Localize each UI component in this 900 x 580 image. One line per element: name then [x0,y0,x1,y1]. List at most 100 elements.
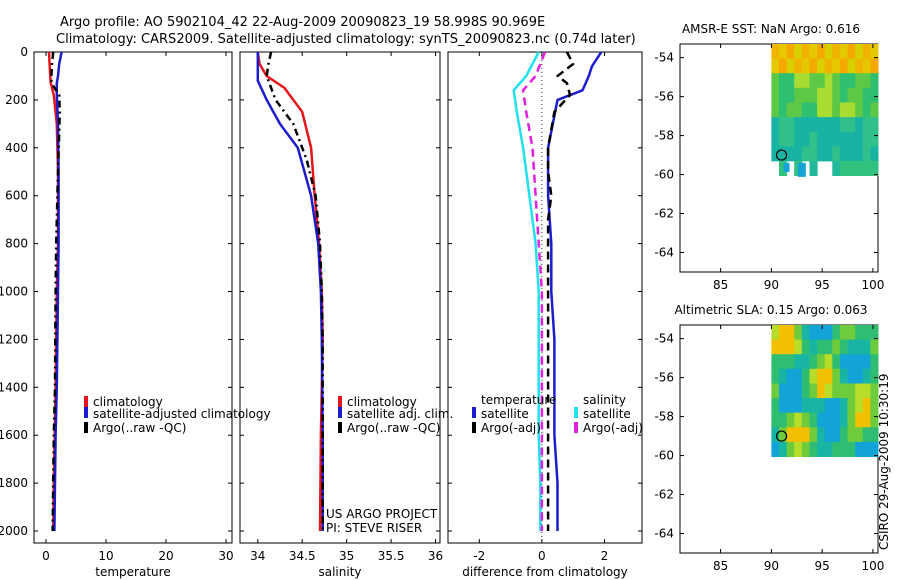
heatmap-cell [779,398,788,414]
x-tick-label: 34 [250,549,265,563]
salinity-panel: 34 34.5 35 35.5 36 salinity [239,51,443,579]
heatmap-cell [786,412,795,428]
x-axis-label: difference from climatology [462,565,628,579]
heatmap-cell [839,412,848,428]
heatmap-cell [839,368,848,384]
heatmap-cell [779,44,788,60]
heatmap-cell [862,146,871,162]
heatmap-cell [832,73,841,89]
heatmap-cell [779,383,788,399]
heatmap-cell [862,368,871,384]
x-tick-label: 90 [764,278,779,292]
x-tick-label: 2 [601,549,609,563]
heatmap-cell [847,412,856,428]
heatmap-cell [801,146,810,162]
heatmap-cell [824,339,833,355]
heatmap-cell [809,368,818,384]
heatmap-cell [847,146,856,162]
heatmap-cell [771,87,780,103]
heatmap-cell [771,102,780,118]
heatmap-cell [847,368,856,384]
heatmap-cell [870,427,879,443]
heatmap-cell [839,117,848,133]
series-line-argo-raw-qc- [50,51,62,532]
heatmap-cell [847,441,856,457]
heatmap-cell [870,160,879,176]
x-tick-label: 0 [42,549,50,563]
heatmap-cell [786,354,795,370]
heatmap-cell [801,427,810,443]
heatmap-cell [794,44,803,60]
heatmap-cell [801,102,810,118]
heatmap-cell [801,117,810,133]
y-tick-label: -60 [654,168,674,182]
heatmap-cell [870,58,879,74]
x-tick-label: 90 [764,559,779,573]
y-tick-label: -56 [654,371,674,385]
heatmap-cell [809,325,818,341]
x-tick-label: 35 [339,549,354,563]
map-title: AMSR-E SST: NaN Argo: 0.616 [682,22,860,36]
heatmap-cell [824,325,833,341]
heatmap-cell [855,58,864,74]
heatmap-cell [839,87,848,103]
legend-title-salinity: salinity [583,393,626,407]
heatmap-cell [862,73,871,89]
heatmap-cell [839,58,848,74]
heatmap-cell [839,398,848,414]
heatmap-cell [862,412,871,428]
heatmap-cell [817,383,826,399]
legend-swatch-argo [84,422,88,433]
heatmap-cell [824,146,833,162]
heatmap-cell [847,398,856,414]
x-tick-label: 30 [218,549,233,563]
series-line-salinity-argo-adj- [521,51,547,531]
series-line-satellite-adj-clim- [256,52,324,531]
y-tick-label: -64 [654,527,674,541]
heatmap-cell [779,325,788,341]
legend-swatch-temp-argo [472,422,476,433]
axes-frame [239,51,441,544]
x-tick-label: 85 [713,559,728,573]
heatmap-cell [801,87,810,103]
heatmap-cell [832,368,841,384]
heatmap-cell [794,131,803,147]
heatmap-cell [779,427,788,443]
x-tick-label: 100 [861,278,884,292]
x-axis-label: salinity [318,565,361,579]
y-tick-label: 1400 [0,380,28,394]
heatmap-cell [794,146,803,162]
legend-label-satellite: satellite-adjusted climatology [93,407,271,421]
heatmap-cell [832,44,841,60]
heatmap-cell [870,383,879,399]
heatmap-cell [771,368,780,384]
heatmap-cell [794,441,803,457]
sst-map-panel: 85 90 95 100 -54 -56 -58 -60 -62 -64 AMSR-E SST: N… [654,22,884,292]
heatmap-cell [779,87,788,103]
map-title: Altimetric SLA: 0.15 Argo: 0.063 [674,303,867,317]
series-line-argo-raw-qc- [265,51,324,531]
heatmap-cell [870,398,879,414]
y-tick-label: 1200 [0,332,28,346]
heatmap-cell [839,383,848,399]
y-tick-label: 200 [5,93,28,107]
heatmap-cell [779,117,788,133]
heatmap-cell [862,160,871,176]
heatmap-cell [855,412,864,428]
temperature-legend: climatology satellite-adjusted climatolo… [84,395,271,435]
difference-panel: -2 0 2 difference from climatology [447,51,643,579]
heatmap-cell [855,398,864,414]
x-tick-label: 35.5 [378,549,405,563]
heatmap-cell [824,73,833,89]
heatmap-cell [832,412,841,428]
heatmap-cell [809,58,818,74]
heatmap-cell [786,368,795,384]
heatmap-cell [839,160,848,176]
y-tick-label: 1000 [0,285,28,299]
heatmap-cell [817,412,826,428]
legend-label-climatology: climatology [93,395,163,409]
heatmap-cell [847,160,856,176]
heatmap-cell [862,441,871,457]
heatmap-cell [817,44,826,60]
